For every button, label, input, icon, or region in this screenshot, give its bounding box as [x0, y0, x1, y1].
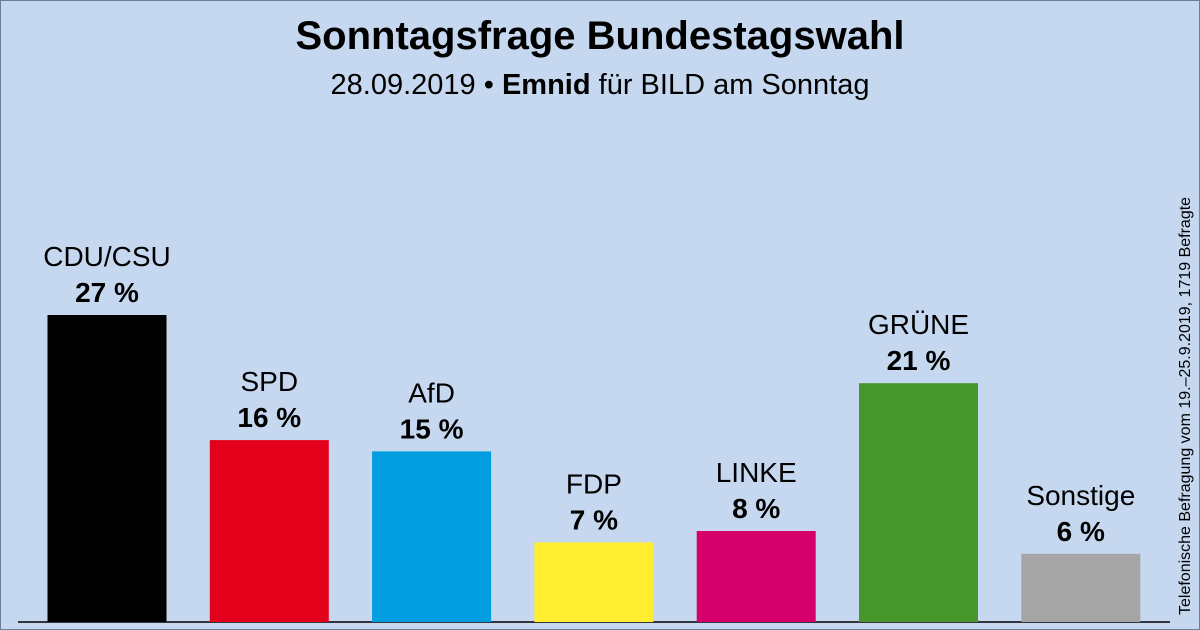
value-label-spd: 16 %	[237, 402, 301, 433]
value-label-linke: 8 %	[732, 493, 780, 524]
bar-sonstige	[1021, 553, 1141, 622]
value-label-sonstige: 6 %	[1057, 516, 1105, 547]
chart-title: Sonntagsfrage Bundestagswahl	[295, 14, 905, 58]
bar-gruene	[859, 383, 978, 622]
poll-client: für BILD am Sonntag	[598, 69, 870, 101]
bar-afd	[372, 451, 492, 622]
value-label-cdu-csu: 27 %	[75, 277, 139, 308]
category-label-sonstige: Sonstige	[1026, 480, 1135, 511]
category-label-afd: AfD	[408, 377, 455, 408]
category-label-spd: SPD	[241, 366, 299, 397]
subtitle-separator: •	[483, 69, 494, 101]
category-label-fdp: FDP	[566, 468, 622, 499]
value-label-afd: 15 %	[400, 413, 464, 444]
bar-fdp	[534, 542, 654, 622]
poll-institute: Emnid	[501, 69, 591, 101]
bar-linke	[696, 531, 816, 622]
chart-subtitle: 28.09.2019 • Emnid für BILD am Sonntag	[0, 68, 1200, 102]
category-label-linke: LINKE	[716, 457, 797, 488]
value-label-fdp: 7 %	[570, 504, 618, 535]
value-label-gruene: 21 %	[887, 345, 951, 376]
category-label-cdu-csu: CDU/CSU	[43, 241, 171, 272]
bar-spd	[209, 440, 329, 622]
bar-cdu-csu	[47, 315, 167, 622]
poll-date: 28.09.2019	[330, 69, 476, 101]
category-label-gruene: GRÜNE	[868, 309, 969, 340]
